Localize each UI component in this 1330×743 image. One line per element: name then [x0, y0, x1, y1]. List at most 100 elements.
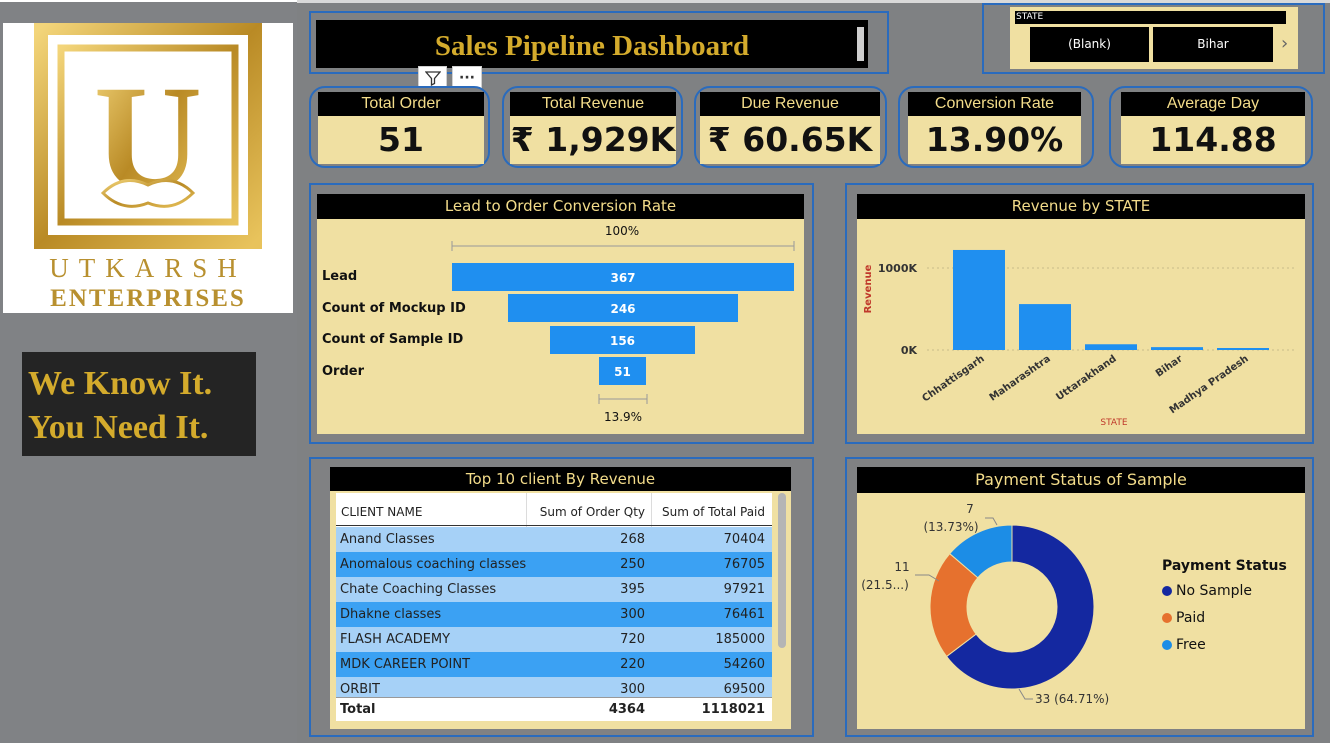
- cell-client: Anomalous coaching classes: [340, 557, 527, 572]
- col-header-total-paid[interactable]: Sum of Total Paid: [662, 505, 765, 519]
- revenue-bar-chhattisgarh[interactable]: [953, 249, 1005, 350]
- revenue-x-axis-label: STATE: [1100, 418, 1127, 428]
- funnel-label-mockup: Count of Mockup ID: [322, 301, 466, 316]
- kpi-label: Conversion Rate: [908, 92, 1081, 116]
- total-label: Total: [340, 702, 376, 717]
- funnel-title: Lead to Order Conversion Rate: [317, 194, 804, 219]
- chevron-right-icon[interactable]: ›: [1281, 33, 1289, 54]
- revenue-x-tick: Bihar: [1154, 353, 1185, 379]
- canvas-top-line: [297, 0, 1330, 3]
- funnel-top-bracket: [451, 241, 795, 251]
- cell-order-qty: 268: [620, 532, 645, 547]
- revenue-bar-madhya-pradesh[interactable]: [1217, 348, 1269, 350]
- funnel-bar-lead[interactable]: 367: [452, 263, 794, 291]
- revenue-bar-uttarakhand[interactable]: [1085, 344, 1137, 350]
- cell-order-qty: 300: [620, 682, 645, 697]
- page-title: Sales Pipeline Dashboard: [316, 20, 868, 68]
- slicer-option-bihar[interactable]: Bihar: [1153, 27, 1273, 62]
- col-header-order-qty[interactable]: Sum of Order Qty: [539, 505, 645, 519]
- cell-total-paid: 70404: [723, 532, 765, 547]
- revenue-chart: [857, 194, 1305, 434]
- kpi-label: Total Revenue: [510, 92, 676, 116]
- cell-order-qty: 250: [620, 557, 645, 572]
- logo-line2: ENTERPRISES: [50, 285, 246, 312]
- kpi-label: Average Day: [1121, 92, 1305, 116]
- cell-total-paid: 185000: [715, 632, 765, 647]
- payment-donut-chart: 7 (13.73%) 11 (21.5...) 33 (64.71%): [861, 502, 1109, 706]
- pie-label-paid-pct: (21.5...): [861, 578, 909, 592]
- revenue-chart-title: Revenue by STATE: [857, 194, 1305, 219]
- payment-chart-title: Payment Status of Sample: [857, 467, 1305, 493]
- total-paid: 1118021: [701, 702, 765, 717]
- table-scrollbar[interactable]: [778, 493, 786, 648]
- cell-order-qty: 395: [620, 582, 645, 597]
- logo-emblem: U UTKARSH ENTERPRISES: [34, 21, 262, 312]
- kpi-value: 51: [378, 120, 424, 159]
- funnel-label-lead: Lead: [322, 269, 358, 284]
- legend-item-paid[interactable]: Paid: [1162, 610, 1205, 626]
- kpi-due-revenue: Due Revenue ₹ 60.65K: [700, 92, 880, 164]
- kpi-value: 13.90%: [925, 120, 1064, 159]
- cell-total-paid: 54260: [723, 657, 765, 672]
- donut-slice-no-sample[interactable]: [945, 524, 1095, 690]
- kpi-conversion-rate: Conversion Rate 13.90%: [908, 92, 1081, 164]
- table-row[interactable]: FLASH ACADEMY 720 185000: [336, 627, 772, 652]
- revenue-y-axis-label: Revenue: [863, 264, 874, 313]
- slogan-line-2: You Need It.: [28, 409, 209, 446]
- cell-order-qty: 300: [620, 607, 645, 622]
- company-logo: U UTKARSH ENTERPRISES: [3, 21, 293, 313]
- cell-order-qty: 220: [620, 657, 645, 672]
- cell-total-paid: 97921: [723, 582, 765, 597]
- table-row[interactable]: MDK CAREER POINT 220 54260: [336, 652, 772, 677]
- cell-order-qty: 720: [620, 632, 645, 647]
- revenue-bar-bihar[interactable]: [1151, 347, 1203, 350]
- pie-label-nosample: 33 (64.71%): [1035, 692, 1109, 706]
- table-row[interactable]: ORBIT 300 69500: [336, 677, 772, 697]
- title-scrollbar[interactable]: [857, 27, 864, 61]
- pie-label-free-count: 7: [966, 502, 974, 516]
- kpi-value: ₹ 1,929K: [510, 120, 676, 159]
- legend-dot-icon: [1162, 586, 1172, 596]
- table-row[interactable]: Anand Classes 268 70404: [336, 527, 772, 552]
- funnel-label-sample: Count of Sample ID: [322, 332, 464, 347]
- cell-client: ORBIT: [340, 682, 380, 697]
- revenue-bar-maharashtra[interactable]: [1019, 304, 1071, 350]
- slogan-line-1: We Know It.: [28, 365, 213, 402]
- cell-total-paid: 76705: [723, 557, 765, 572]
- funnel-top-percent: 100%: [604, 224, 640, 238]
- funnel-label-order: Order: [322, 364, 364, 379]
- col-header-client[interactable]: CLIENT NAME: [341, 505, 423, 519]
- legend-label: No Sample: [1176, 583, 1252, 599]
- cell-client: Dhakne classes: [340, 607, 442, 622]
- table-row[interactable]: Dhakne classes 300 76461: [336, 602, 772, 627]
- funnel-bar-sample[interactable]: 156: [550, 326, 695, 354]
- funnel-bar-order[interactable]: 51: [599, 357, 646, 385]
- revenue-x-tick: Maharashtra: [988, 353, 1053, 403]
- donut-slice-free[interactable]: [949, 524, 1013, 579]
- legend-item-nosample[interactable]: No Sample: [1162, 583, 1252, 599]
- slicer-option-blank[interactable]: (Blank): [1030, 27, 1149, 62]
- slicer-header: STATE: [1015, 11, 1286, 24]
- funnel-bottom-percent: 13.9%: [603, 410, 643, 424]
- pie-label-free-pct: (13.73%): [923, 520, 978, 534]
- kpi-average-day: Average Day 114.88: [1121, 92, 1305, 164]
- sidebar-top-edge: [0, 0, 297, 2]
- legend-label: Free: [1176, 637, 1206, 653]
- cell-client: FLASH ACADEMY: [340, 632, 451, 647]
- kpi-value: ₹ 60.65K: [707, 120, 873, 159]
- table-total-row: Total 4364 1118021: [336, 697, 772, 721]
- cell-total-paid: 69500: [723, 682, 765, 697]
- cell-client: MDK CAREER POINT: [340, 657, 471, 672]
- kpi-total-revenue: Total Revenue ₹ 1,929K: [510, 92, 676, 164]
- funnel-bar-mockup[interactable]: 246: [508, 294, 738, 322]
- legend-item-free[interactable]: Free: [1162, 637, 1206, 653]
- revenue-y-tick-bottom: 0K: [901, 344, 918, 357]
- cell-client: Chate Coaching Classes: [340, 582, 497, 597]
- clients-table-title: Top 10 client By Revenue: [330, 467, 791, 491]
- total-order-qty: 4364: [608, 702, 645, 717]
- state-slicer-panel: [982, 3, 1325, 74]
- kpi-total-order: Total Order 51: [318, 92, 484, 164]
- table-row[interactable]: Anomalous coaching classes 250 76705: [336, 552, 772, 577]
- legend-dot-icon: [1162, 640, 1172, 650]
- table-row[interactable]: Chate Coaching Classes 395 97921: [336, 577, 772, 602]
